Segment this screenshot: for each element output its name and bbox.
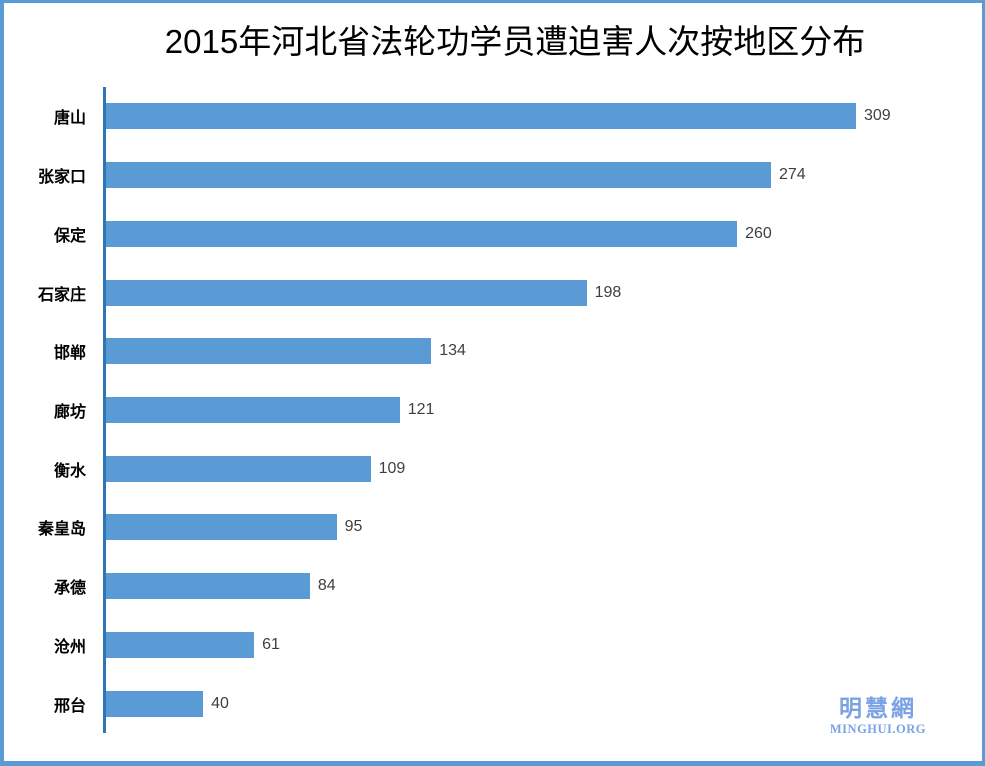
chart-row: 秦皇岛 95 <box>4 498 982 557</box>
category-label: 邢台 <box>53 697 86 715</box>
chart-row: 廊坊 121 <box>4 380 982 440</box>
bar-track: 260 <box>103 204 982 264</box>
chart-row: 衡水 109 <box>4 439 982 499</box>
category-label: 邯郸 <box>53 345 86 363</box>
category-label: 衡水 <box>53 462 86 480</box>
bar <box>106 514 337 541</box>
bar <box>106 103 856 130</box>
bar <box>106 220 738 247</box>
value-label: 134 <box>439 342 466 360</box>
bar <box>106 455 371 482</box>
value-label: 109 <box>378 459 406 477</box>
chart-row: 张家口 274 <box>4 145 982 205</box>
watermark-chinese-logo: 明慧網 <box>838 694 917 721</box>
chart-row: 邢台 40 <box>4 674 982 733</box>
bar-track: 84 <box>103 556 982 616</box>
watermark: 明慧網 MINGHUI.ORG <box>829 694 926 736</box>
bar <box>106 338 432 365</box>
value-label: 260 <box>745 224 772 242</box>
bar <box>106 162 771 189</box>
bar-track: 95 <box>103 498 982 557</box>
bar-track: 61 <box>103 615 982 675</box>
bar-track: 109 <box>103 439 982 499</box>
chart-title: 2015年河北省法轮功学员遭迫害人次按地区分布 <box>164 23 866 60</box>
chart-row: 承德 84 <box>4 556 982 616</box>
bar <box>106 631 255 658</box>
value-label: 40 <box>211 694 229 712</box>
category-label: 廊坊 <box>53 403 86 421</box>
category-label: 石家庄 <box>37 286 86 304</box>
category-label: 承德 <box>53 580 86 598</box>
chart-row: 沧州 61 <box>4 615 982 675</box>
chart-row: 邯郸 134 <box>4 321 982 381</box>
bar-rows: 唐山 309 张家口 274 保定 260 石家庄 198 邯郸 134 <box>4 87 982 733</box>
value-label: 84 <box>317 577 336 595</box>
category-label: 唐山 <box>53 110 86 128</box>
value-label: 121 <box>407 400 435 418</box>
bar <box>106 690 204 717</box>
bar <box>106 573 310 600</box>
watermark-site-name: MINGHUI.ORG <box>829 721 926 736</box>
category-label: 张家口 <box>37 169 86 187</box>
bar-track: 134 <box>103 321 982 381</box>
chart-row: 石家庄 198 <box>4 263 982 322</box>
chart-row: 唐山 309 <box>4 87 982 146</box>
plot-area: 唐山 309 张家口 274 保定 260 石家庄 198 邯郸 134 <box>4 87 982 733</box>
category-label: 沧州 <box>53 638 86 656</box>
bar-track: 121 <box>103 380 982 440</box>
category-label: 保定 <box>53 227 86 245</box>
value-label: 274 <box>779 166 806 184</box>
bar-track: 40 <box>103 674 982 733</box>
value-label: 95 <box>344 518 363 536</box>
value-label: 309 <box>864 107 891 125</box>
value-label: 198 <box>594 283 622 301</box>
bar <box>106 279 587 306</box>
bar-track: 198 <box>103 263 982 322</box>
chart-row: 保定 260 <box>4 204 982 264</box>
category-label: 秦皇岛 <box>37 521 86 539</box>
bar-track: 274 <box>103 145 982 205</box>
bar <box>106 396 400 423</box>
value-label: 61 <box>262 635 280 653</box>
bar-track: 309 <box>103 87 982 146</box>
